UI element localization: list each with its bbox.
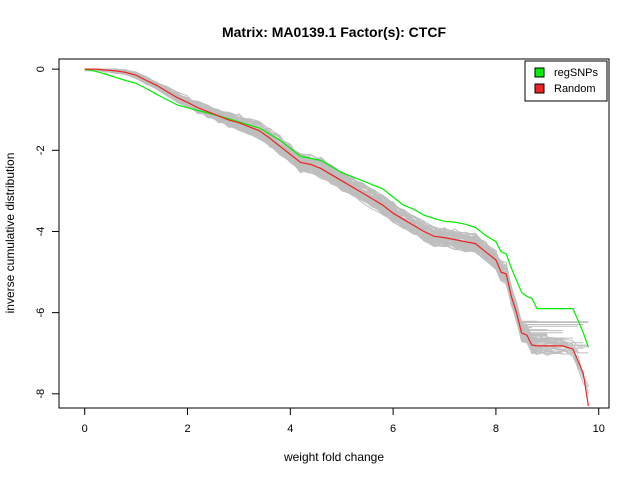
y-tick-label: 0 [35, 66, 47, 72]
series-line-regsnps [84, 68, 589, 348]
x-axis-label: weight fold change [283, 450, 384, 464]
legend-label-random: Random [554, 83, 596, 95]
legend-swatch-random [534, 83, 545, 94]
random-trial-line [84, 68, 537, 322]
chart-title: Matrix: MA0139.1 Factor(s): CTCF [222, 24, 446, 40]
y-tick-label: -2 [35, 145, 47, 155]
y-tick-label: -4 [35, 227, 47, 237]
x-tick-label: 6 [390, 423, 396, 435]
random-trial-line [84, 68, 579, 371]
x-tick-label: 0 [82, 423, 88, 435]
series-line-random [84, 68, 589, 407]
x-tick-label: 2 [184, 423, 190, 435]
legend: regSNPs Random [524, 60, 608, 102]
y-axis: 0 -2 -4 -6 -8 [35, 66, 60, 399]
x-axis: 0 2 4 6 8 10 [82, 407, 605, 435]
y-axis-label: inverse cumulative distribution [3, 153, 17, 314]
x-tick-label: 4 [287, 423, 293, 435]
x-tick-label: 8 [493, 423, 499, 435]
y-tick-label: -6 [35, 308, 47, 318]
legend-swatch-regsnps [534, 67, 545, 78]
series-lines [84, 68, 589, 407]
legend-label-regsnps: regSNPs [554, 67, 599, 79]
y-tick-label: -8 [35, 389, 47, 399]
x-tick-label: 10 [593, 423, 605, 435]
